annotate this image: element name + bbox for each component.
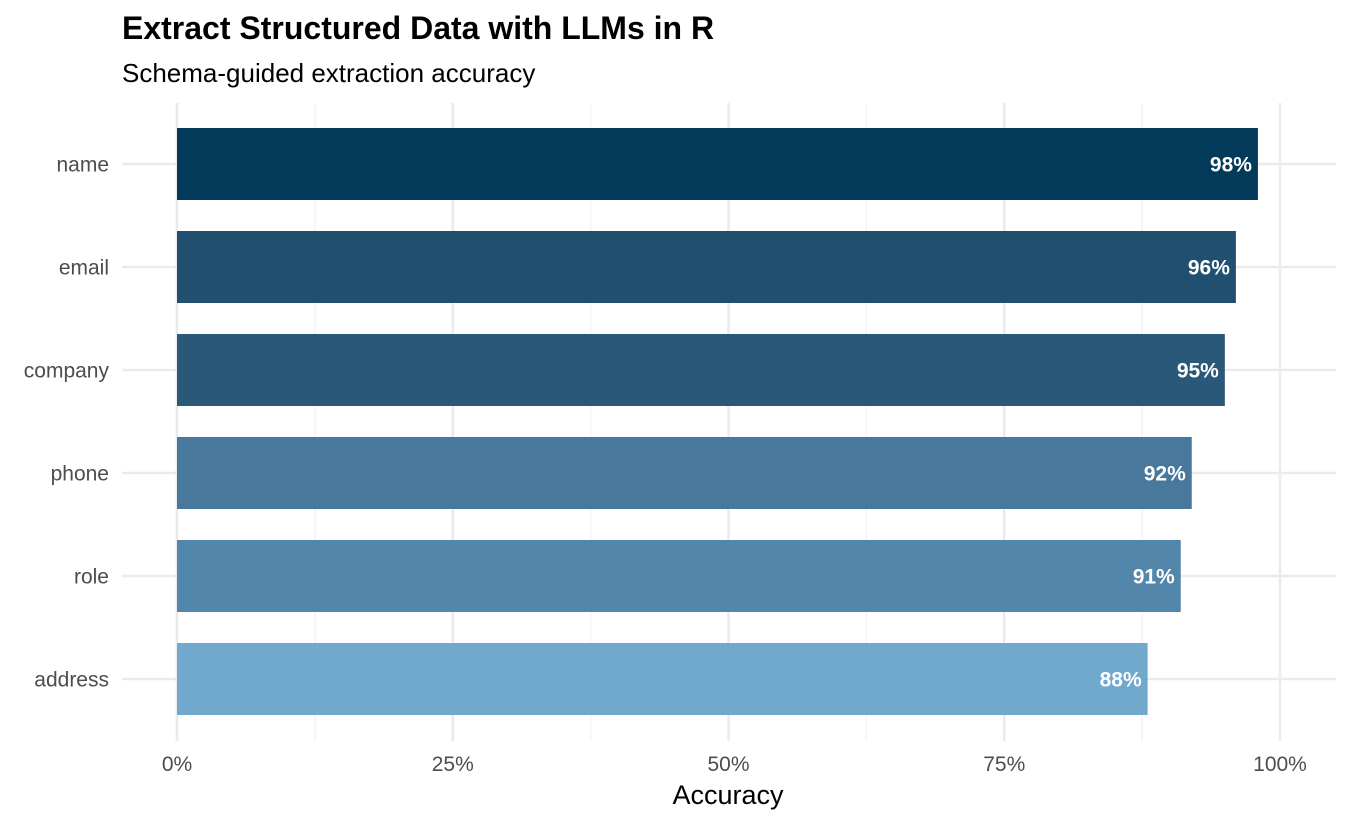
y-axis: name email company phone role address — [24, 154, 110, 692]
data-label-phone: 92% — [1144, 463, 1186, 486]
bar-address — [177, 643, 1148, 715]
bar-role — [177, 540, 1181, 612]
y-tick-label: name — [56, 154, 109, 177]
y-tick-label: role — [74, 566, 109, 589]
data-label-company: 95% — [1177, 360, 1219, 383]
x-tick-label: 0% — [162, 753, 192, 776]
bar-email — [177, 231, 1236, 303]
y-tick-label: company — [24, 360, 110, 383]
bar-phone — [177, 437, 1192, 509]
bars — [177, 128, 1258, 715]
chart-title: Extract Structured Data with LLMs in R — [122, 10, 714, 46]
bar-name — [177, 128, 1258, 200]
y-tick-label: address — [34, 669, 109, 692]
data-label-name: 98% — [1210, 154, 1252, 177]
data-labels: 98% 96% 95% 92% 91% 88% — [1100, 154, 1253, 692]
x-tick-label: 25% — [432, 753, 474, 776]
x-axis-title: Accuracy — [672, 780, 784, 810]
x-tick-label: 100% — [1253, 753, 1307, 776]
y-tick-label: email — [59, 257, 109, 280]
chart-subtitle: Schema-guided extraction accuracy — [122, 58, 535, 88]
y-tick-label: phone — [51, 463, 109, 486]
data-label-email: 96% — [1188, 257, 1230, 280]
x-axis: 0% 25% 50% 75% 100% — [162, 753, 1307, 776]
bar-company — [177, 334, 1225, 406]
data-label-role: 91% — [1133, 566, 1175, 589]
x-tick-label: 75% — [983, 753, 1025, 776]
data-label-address: 88% — [1100, 669, 1142, 692]
x-tick-label: 50% — [707, 753, 749, 776]
